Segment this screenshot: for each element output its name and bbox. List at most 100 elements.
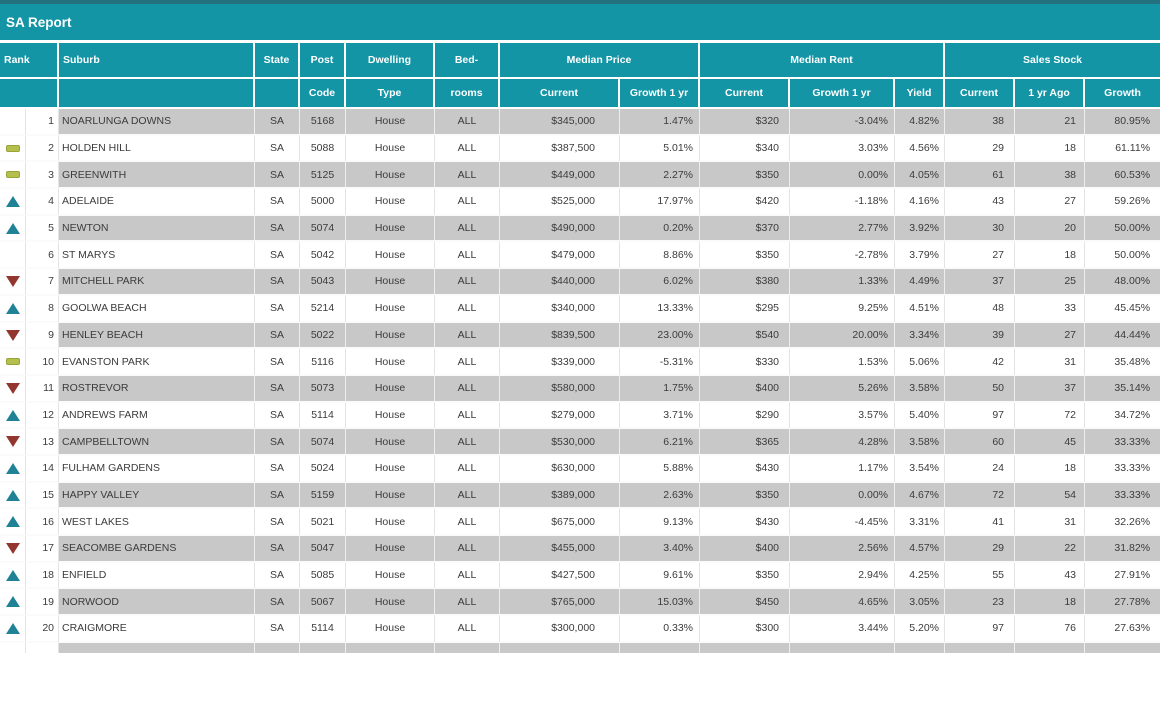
table-row[interactable]: 14 FULHAM GARDENS SA 5024 House ALL $630… [0, 455, 1160, 483]
postcode-cell: 5074 [300, 429, 346, 456]
trend-icon [5, 623, 20, 635]
postcode-cell [300, 642, 346, 653]
sales-stock-growth-cell: 27.63% [1085, 616, 1160, 643]
median-price-growth-cell: 1.75% [620, 375, 700, 403]
table-row[interactable]: 16 WEST LAKES SA 5021 House ALL $675,000… [0, 509, 1160, 536]
col-header-sales-stock-growth[interactable]: Growth [1085, 79, 1160, 109]
sales-stock-1yr-ago-cell: 72 [1015, 402, 1086, 430]
yield-cell: 4.57% [895, 536, 946, 563]
median-price-growth-cell: 0.33% [620, 616, 700, 643]
table-row[interactable]: 1 NOARLUNGA DOWNS SA 5168 House ALL $345… [0, 109, 1160, 136]
suburb-cell: ROSTREVOR [59, 375, 255, 403]
col-header-sales-stock-current[interactable]: Current [945, 79, 1016, 109]
sales-stock-1yr-ago-cell: 76 [1015, 616, 1086, 643]
col-header-bed-rooms[interactable]: rooms [435, 79, 500, 109]
col-header-dwelling-type[interactable]: Type [346, 79, 435, 109]
rank-cell: 14 [26, 455, 59, 483]
table-row[interactable]: 7 MITCHELL PARK SA 5043 House ALL $440,0… [0, 269, 1160, 296]
col-header-yield[interactable]: Yield [895, 79, 946, 109]
table-row[interactable]: 6 ST MARYS SA 5042 House ALL $479,000 8.… [0, 242, 1160, 270]
table-row[interactable]: 17 SEACOMBE GARDENS SA 5047 House ALL $4… [0, 536, 1160, 563]
median-rent-growth-cell: 3.57% [790, 402, 895, 430]
col-header-rank[interactable]: Rank [0, 43, 59, 79]
median-price-growth-cell: 8.86% [620, 242, 700, 270]
postcode-cell: 5125 [300, 162, 346, 190]
trend-cell [0, 482, 26, 510]
sales-stock-current-cell: 24 [945, 455, 1016, 483]
yield-cell: 4.67% [895, 482, 946, 510]
sales-stock-growth-cell: 31.82% [1085, 536, 1160, 563]
median-price-current-cell: $765,000 [500, 589, 620, 617]
table-row[interactable] [0, 642, 1160, 653]
median-rent-current-cell: $380 [700, 269, 790, 296]
col-header-sales-stock-1yr-ago[interactable]: 1 yr Ago [1015, 79, 1086, 109]
state-cell: SA [255, 109, 300, 136]
sales-stock-current-cell: 48 [945, 295, 1016, 323]
sales-stock-1yr-ago-cell: 25 [1015, 269, 1086, 296]
trend-cell [0, 322, 26, 350]
median-rent-growth-cell: -1.18% [790, 189, 895, 216]
median-price-growth-cell: 0.20% [620, 215, 700, 243]
col-header-median-rent-growth[interactable]: Growth 1 yr [790, 79, 895, 109]
median-price-current-cell: $300,000 [500, 616, 620, 643]
median-price-growth-cell: 5.88% [620, 455, 700, 483]
table-row[interactable]: 3 GREENWITH SA 5125 House ALL $449,000 2… [0, 162, 1160, 190]
table-row[interactable]: 10 EVANSTON PARK SA 5116 House ALL $339,… [0, 349, 1160, 376]
table-row[interactable]: 18 ENFIELD SA 5085 House ALL $427,500 9.… [0, 562, 1160, 590]
sales-stock-growth-cell: 33.33% [1085, 429, 1160, 456]
median-rent-growth-cell: 9.25% [790, 295, 895, 323]
col-header-dwelling[interactable]: Dwelling [346, 43, 435, 79]
sales-stock-current-cell: 41 [945, 509, 1016, 536]
suburb-cell: ANDREWS FARM [59, 402, 255, 430]
col-header-state[interactable]: State [255, 43, 300, 79]
rank-cell: 2 [26, 135, 59, 163]
sales-stock-1yr-ago-cell: 38 [1015, 162, 1086, 190]
table-row[interactable]: 19 NORWOOD SA 5067 House ALL $765,000 15… [0, 589, 1160, 617]
col-header-bedrooms[interactable]: Bed- [435, 43, 500, 79]
col-header-median-price-growth[interactable]: Growth 1 yr [620, 79, 700, 109]
trend-icon [5, 171, 20, 179]
trend-icon [5, 276, 20, 288]
median-rent-current-cell: $350 [700, 562, 790, 590]
col-header-post[interactable]: Post [300, 43, 346, 79]
col-header-median-rent-current[interactable]: Current [700, 79, 790, 109]
sales-stock-1yr-ago-cell: 22 [1015, 536, 1086, 563]
bedrooms-cell: ALL [435, 616, 500, 643]
table-row[interactable]: 5 NEWTON SA 5074 House ALL $490,000 0.20… [0, 215, 1160, 243]
state-cell: SA [255, 375, 300, 403]
median-rent-current-cell: $430 [700, 509, 790, 536]
sales-stock-growth-cell: 45.45% [1085, 295, 1160, 323]
bedrooms-cell: ALL [435, 215, 500, 243]
table-row[interactable]: 12 ANDREWS FARM SA 5114 House ALL $279,0… [0, 402, 1160, 430]
rank-cell: 16 [26, 509, 59, 536]
table-row[interactable]: 20 CRAIGMORE SA 5114 House ALL $300,000 … [0, 616, 1160, 643]
table-row[interactable]: 8 GOOLWA BEACH SA 5214 House ALL $340,00… [0, 295, 1160, 323]
state-cell: SA [255, 429, 300, 456]
dwelling-type-cell: House [346, 215, 435, 243]
sales-stock-1yr-ago-cell: 18 [1015, 242, 1086, 270]
sales-stock-growth-cell: 35.14% [1085, 375, 1160, 403]
dwelling-type-cell: House [346, 536, 435, 563]
trend-cell [0, 295, 26, 323]
sales-stock-growth-cell: 44.44% [1085, 322, 1160, 350]
trend-icon [5, 489, 20, 501]
table-row[interactable]: 13 CAMPBELLTOWN SA 5074 House ALL $530,0… [0, 429, 1160, 456]
col-header-median-price-current[interactable]: Current [500, 79, 620, 109]
rank-cell: 7 [26, 269, 59, 296]
dwelling-type-cell: House [346, 375, 435, 403]
sales-stock-current-cell: 30 [945, 215, 1016, 243]
trend-icon [5, 196, 20, 208]
table-row[interactable]: 4 ADELAIDE SA 5000 House ALL $525,000 17… [0, 189, 1160, 216]
report-table: Rank Suburb State Post Dwelling Bed- Med… [0, 43, 1160, 653]
col-header-post-code[interactable]: Code [300, 79, 346, 109]
suburb-cell: WEST LAKES [59, 509, 255, 536]
table-row[interactable]: 15 HAPPY VALLEY SA 5159 House ALL $389,0… [0, 482, 1160, 510]
table-row[interactable]: 2 HOLDEN HILL SA 5088 House ALL $387,500… [0, 135, 1160, 163]
table-row[interactable]: 11 ROSTREVOR SA 5073 House ALL $580,000 … [0, 375, 1160, 403]
rank-cell: 1 [26, 109, 59, 136]
col-header-suburb[interactable]: Suburb [59, 43, 255, 79]
trend-cell [0, 589, 26, 617]
table-row[interactable]: 9 HENLEY BEACH SA 5022 House ALL $839,50… [0, 322, 1160, 350]
median-price-current-cell: $525,000 [500, 189, 620, 216]
postcode-cell: 5114 [300, 402, 346, 430]
